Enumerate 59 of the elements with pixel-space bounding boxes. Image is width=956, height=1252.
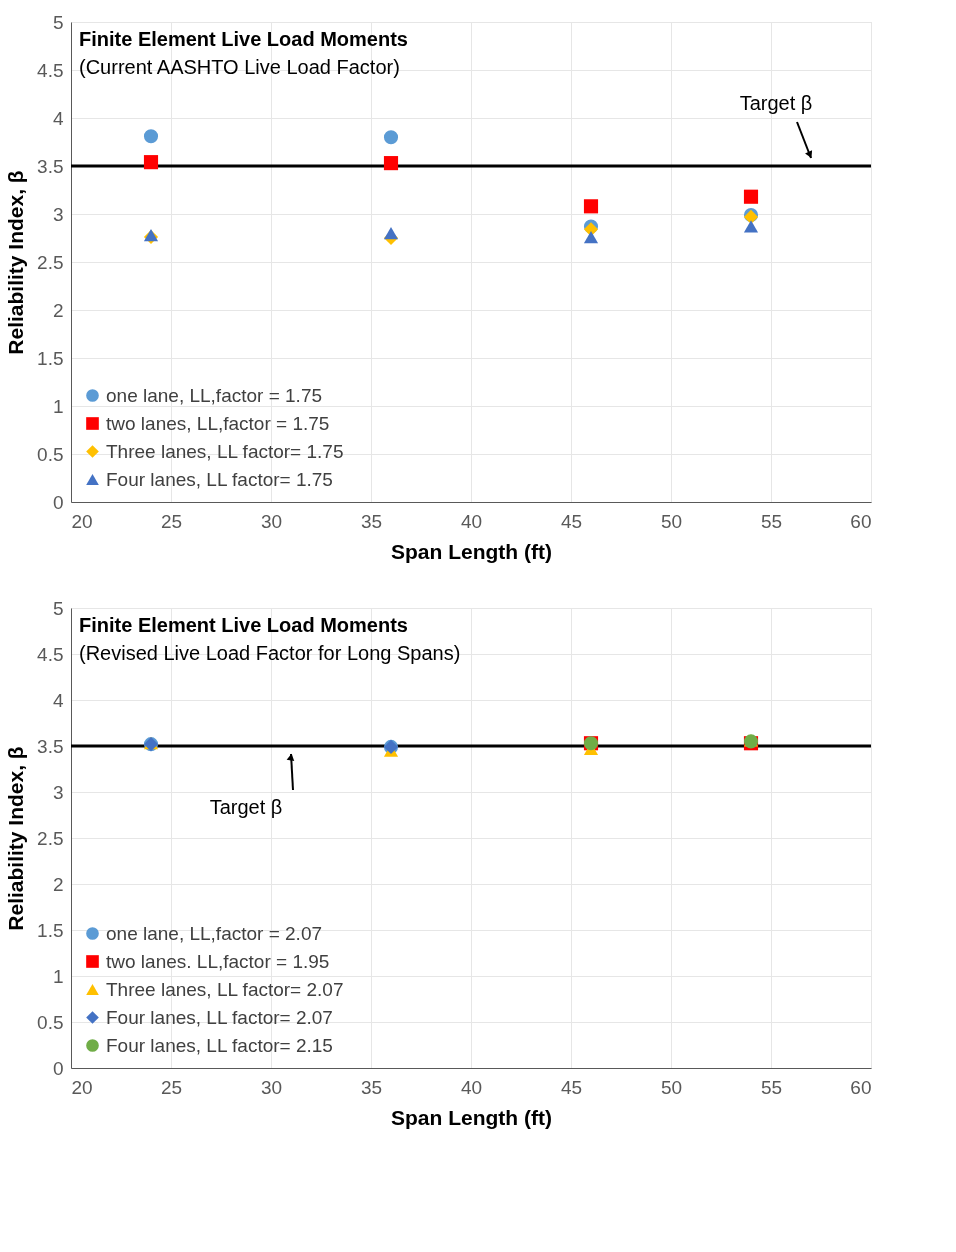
y-tick-label: 2.5 [37, 251, 64, 273]
x-tick-label: 60 [850, 1076, 872, 1098]
y-tick-label: 5 [52, 597, 64, 619]
annotation: Target β [739, 92, 813, 114]
x-tick-label: 55 [760, 510, 783, 532]
x-tick-label: 50 [660, 510, 683, 532]
x-tick-label: 55 [760, 1076, 783, 1098]
legend-label: one lane, LL,factor = 1.75 [106, 384, 323, 406]
y-tick-label: 4 [52, 689, 64, 711]
x-tick-label: 20 [71, 1076, 93, 1098]
x-tick-label: 25 [160, 510, 183, 532]
text: (Revised Live Load Factor for Long Spans) [79, 642, 461, 664]
chart-title: Finite Element Live Load Moments [79, 614, 408, 636]
y-tick-label: 3.5 [37, 155, 64, 177]
x-tick-label: 30 [260, 510, 283, 532]
y-tick-label: 0.5 [37, 1011, 64, 1033]
y-tick-label: 1 [52, 395, 64, 417]
y-tick-label: 2.5 [37, 827, 64, 849]
legend-label: one lane, LL,factor = 2.07 [106, 922, 323, 944]
y-tick-label: 0 [52, 491, 64, 513]
y-tick-label: 0.5 [37, 443, 64, 465]
legend-label: Four lanes, LL factor= 2.07 [106, 1006, 333, 1028]
annotation: Target β [209, 796, 283, 818]
x-axis-title: Span Length (ft) [391, 1105, 552, 1129]
chart-title: Finite Element Live Load Moments [79, 28, 408, 50]
y-tick-label: 1.5 [37, 919, 64, 941]
legend-label: Three lanes, LL factor= 2.07 [106, 978, 344, 1000]
legend-label: Three lanes, LL factor= 1.75 [106, 440, 344, 462]
x-tick-label: 50 [660, 1076, 683, 1098]
y-axis-title: Reliability Index, β [4, 746, 28, 931]
y-tick-label: 1.5 [37, 347, 64, 369]
x-tick-label: 45 [560, 1076, 583, 1098]
y-tick-label: 2 [52, 299, 64, 321]
legend-label: Four lanes, LL factor= 2.15 [106, 1034, 333, 1056]
x-tick-label: 35 [360, 510, 383, 532]
y-tick-label: 2 [52, 873, 64, 895]
y-tick-label: 4.5 [37, 643, 64, 665]
y-axis-title: Reliability Index, β [4, 170, 28, 355]
x-tick-label: 30 [260, 1076, 283, 1098]
y-tick-label: 3 [52, 203, 64, 225]
x-tick-label: 40 [460, 1076, 483, 1098]
x-tick-label: 25 [160, 1076, 183, 1098]
y-tick-label: 1 [52, 965, 64, 987]
x-axis-title: Span Length (ft) [391, 539, 552, 563]
legend-label: two lanes. LL,factor = 1.95 [106, 950, 330, 972]
y-tick-label: 0 [52, 1057, 64, 1079]
x-tick-label: 35 [360, 1076, 383, 1098]
text: (Current AASHTO Live Load Factor) [79, 56, 400, 78]
y-tick-label: 3 [52, 781, 64, 803]
y-tick-label: 3.5 [37, 735, 64, 757]
y-tick-label: 4.5 [37, 59, 64, 81]
x-tick-label: 40 [460, 510, 483, 532]
x-tick-label: 60 [850, 510, 872, 532]
y-tick-label: 4 [52, 107, 64, 129]
x-tick-label: 20 [71, 510, 93, 532]
y-tick-label: 5 [52, 11, 64, 33]
legend-label: two lanes, LL,factor = 1.75 [106, 412, 330, 434]
x-tick-label: 45 [560, 510, 583, 532]
legend-label: Four lanes, LL factor= 1.75 [106, 468, 333, 490]
